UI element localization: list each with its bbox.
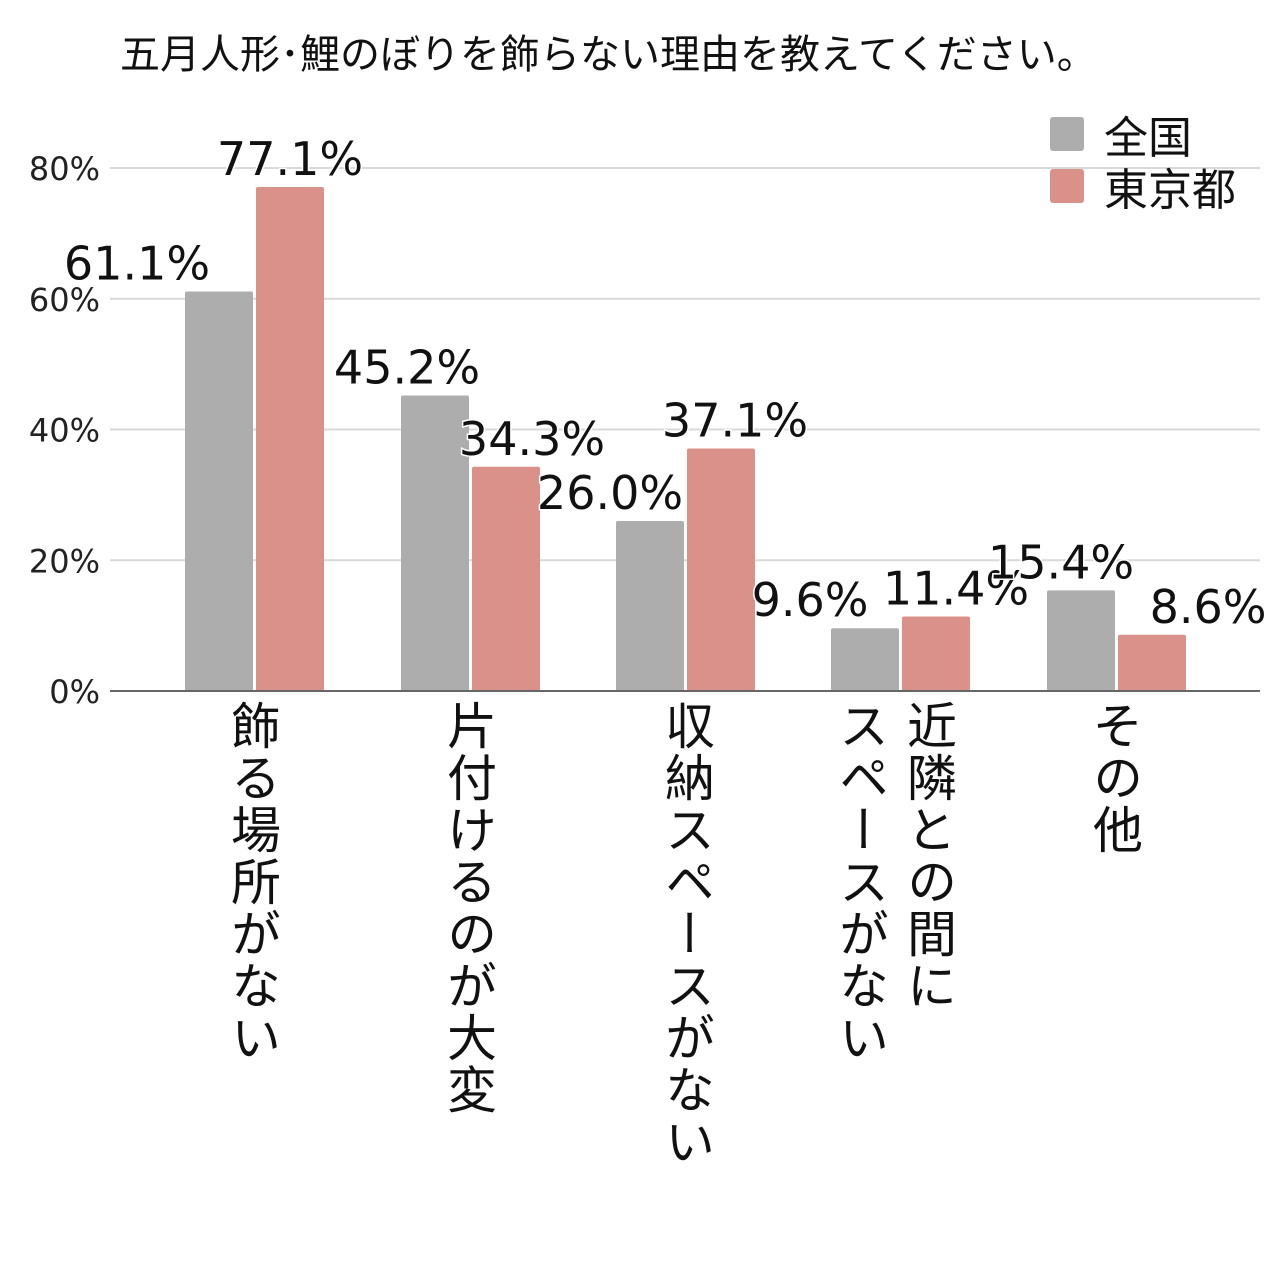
- bar-tokyo: [687, 448, 755, 691]
- category-label: 片付けるのが大変: [439, 700, 497, 1116]
- data-label: 45.2%: [334, 341, 480, 395]
- data-label: 26.0%: [537, 466, 683, 520]
- category-label: 近隣との間に: [899, 700, 957, 1012]
- category-label: 飾る場所がない: [223, 700, 281, 1064]
- bar-tokyo: [472, 466, 540, 691]
- y-tick-label: 20%: [29, 542, 100, 580]
- bar-national: [616, 521, 684, 691]
- legend-swatch-tokyo: [1050, 169, 1084, 203]
- data-label: 61.1%: [64, 237, 210, 291]
- legend-item-national: 全国: [1050, 108, 1236, 164]
- bar-tokyo: [256, 186, 324, 692]
- category-label: スペースがない: [831, 700, 889, 1064]
- data-label: 77.1%: [217, 132, 363, 186]
- y-tick-label: 0%: [49, 673, 100, 711]
- category-label: その他: [1085, 700, 1143, 856]
- y-tick-label: 40%: [29, 412, 100, 450]
- data-label: 11.4%: [883, 561, 1029, 615]
- bar-national: [401, 395, 469, 691]
- y-tick-label: 60%: [29, 281, 100, 319]
- legend: 全国 東京都: [1050, 108, 1236, 216]
- legend-label-tokyo: 東京都: [1104, 165, 1236, 216]
- legend-label-national: 全国: [1104, 113, 1192, 164]
- legend-item-tokyo: 東京都: [1050, 160, 1236, 216]
- data-label: 34.3%: [459, 412, 605, 466]
- bar-tokyo: [1118, 634, 1186, 691]
- chart-title: 五月人形･鯉のぼりを飾らない理由を教えてください。: [120, 32, 1097, 78]
- data-label: 15.4%: [988, 535, 1134, 589]
- bar-national: [1047, 590, 1115, 691]
- legend-swatch-national: [1050, 117, 1084, 151]
- data-label: 8.6%: [1150, 580, 1267, 634]
- bar-national: [185, 291, 253, 691]
- bar-national: [831, 628, 899, 691]
- category-label: 収納スペースがない: [657, 700, 715, 1168]
- bar-tokyo: [902, 616, 970, 691]
- data-label: 9.6%: [752, 573, 869, 627]
- data-label: 37.1%: [662, 393, 808, 447]
- y-tick-label: 80%: [29, 150, 100, 188]
